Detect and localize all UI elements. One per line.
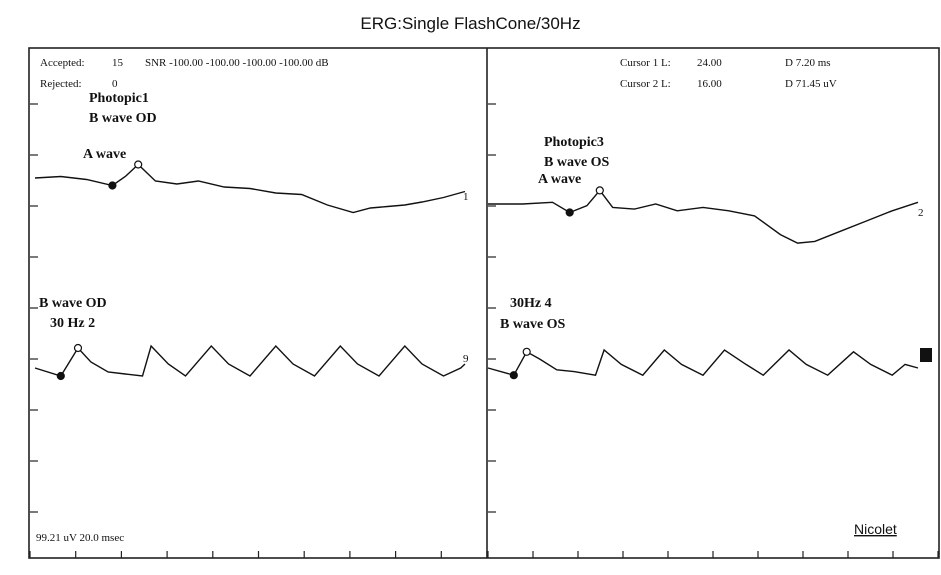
trace-label-bwave-os-2: B wave OS [500, 317, 566, 332]
accepted-value: 15 [112, 57, 124, 69]
rejected-label: Rejected: [40, 78, 82, 90]
awave-label-od: A wave [83, 147, 126, 162]
trace-label-photopic1: Photopic1 [89, 91, 149, 106]
cursor-marker-trough [509, 371, 518, 380]
cursor1-value: 24.00 [697, 57, 722, 69]
cursor-marker-trough [565, 208, 574, 217]
nicolet-brand: Nicolet [854, 521, 897, 537]
trace-30hz-4 [487, 348, 919, 377]
cursor-marker-trough [108, 181, 117, 190]
trace-label-bwave-od-2: B wave OD [39, 296, 107, 311]
accepted-label: Accepted: [40, 57, 85, 69]
snr-readout: SNR -100.00 -100.00 -100.00 -100.00 dB [145, 57, 329, 69]
cursor-marker-peak [595, 186, 604, 195]
trace-number-9: 9 [463, 353, 469, 365]
plot-frame [28, 47, 940, 559]
cursor1-delta: D 7.20 ms [785, 57, 831, 69]
trace-photopic1 [34, 163, 466, 214]
trace-photopic3 [488, 189, 919, 244]
trace-end-marker [920, 348, 932, 362]
cursor2-value: 16.00 [697, 78, 722, 90]
traces [34, 160, 932, 381]
cursor-marker-peak [73, 343, 83, 353]
scale-readout: 99.21 uV 20.0 msec [36, 532, 124, 544]
cursor2-label: Cursor 2 L: [620, 78, 671, 90]
cursor1-label: Cursor 1 L: [620, 57, 671, 69]
trace-label-photopic3: Photopic3 [544, 135, 604, 150]
awave-label-os: A wave [538, 172, 581, 187]
rejected-value: 0 [112, 78, 118, 90]
tick-marks [29, 103, 939, 558]
cursor-marker-trough [56, 371, 65, 381]
cursor-marker-peak [134, 160, 143, 169]
trace-30-hz-2 [34, 344, 466, 377]
trace-label-30hz4: 30Hz 4 [510, 296, 552, 311]
trace-label-bwave-od-1: B wave OD [89, 111, 157, 126]
trace-label-30hz2: 30 Hz 2 [50, 316, 95, 331]
cursor2-delta: D 71.45 uV [785, 78, 837, 90]
cursor-marker-peak [522, 347, 531, 356]
chart-title: ERG:Single FlashCone/30Hz [360, 14, 581, 33]
trace-label-bwave-os-1: B wave OS [544, 155, 610, 170]
trace-number-2: 2 [918, 207, 924, 219]
trace-number-1: 1 [463, 191, 469, 203]
